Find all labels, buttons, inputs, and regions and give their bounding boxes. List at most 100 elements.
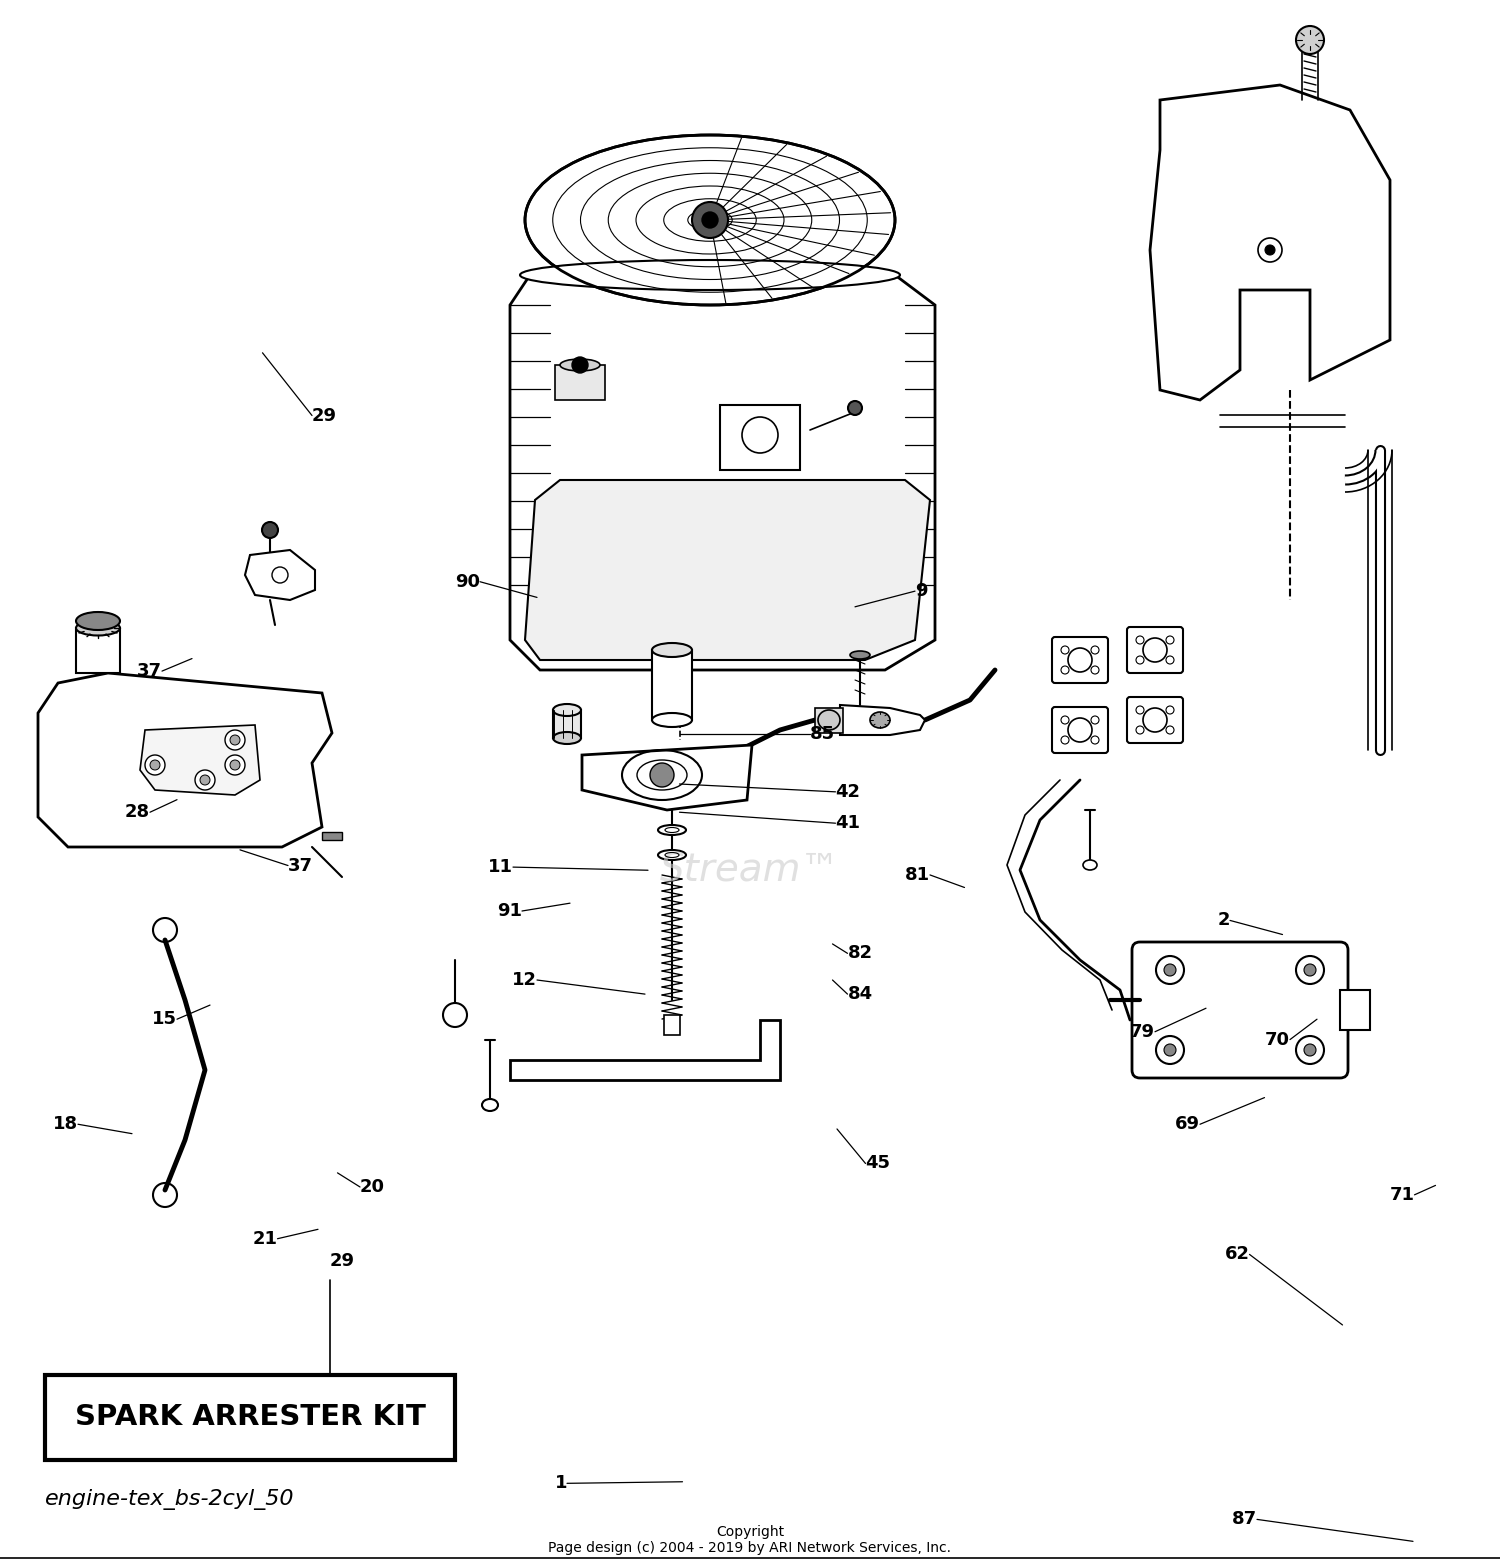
Circle shape — [1296, 27, 1324, 53]
Text: 62: 62 — [1224, 1245, 1250, 1264]
Circle shape — [1136, 637, 1144, 644]
Polygon shape — [582, 745, 752, 811]
Ellipse shape — [520, 260, 900, 290]
Polygon shape — [525, 480, 930, 660]
Ellipse shape — [482, 1099, 498, 1112]
Circle shape — [1090, 646, 1100, 654]
Text: 18: 18 — [53, 1115, 78, 1134]
Text: 37: 37 — [136, 662, 162, 681]
Circle shape — [847, 401, 862, 416]
Ellipse shape — [554, 732, 580, 743]
Ellipse shape — [554, 704, 580, 717]
Circle shape — [1060, 646, 1070, 654]
Circle shape — [1136, 726, 1144, 734]
Polygon shape — [510, 274, 934, 670]
Circle shape — [1164, 964, 1176, 975]
Circle shape — [1136, 655, 1144, 663]
Circle shape — [1060, 735, 1070, 743]
Circle shape — [1304, 964, 1316, 975]
Bar — [664, 1014, 680, 1035]
Circle shape — [1304, 1044, 1316, 1055]
Bar — [554, 710, 580, 739]
Circle shape — [230, 735, 240, 745]
Ellipse shape — [818, 710, 840, 731]
Text: 85: 85 — [810, 724, 836, 743]
Text: 69: 69 — [1174, 1115, 1200, 1134]
Circle shape — [1156, 956, 1184, 985]
Polygon shape — [510, 1021, 780, 1080]
Text: 29: 29 — [312, 406, 338, 425]
Text: 28: 28 — [124, 803, 150, 822]
Circle shape — [1166, 726, 1174, 734]
Bar — [720, 405, 800, 470]
Circle shape — [1166, 706, 1174, 713]
Text: 90: 90 — [454, 572, 480, 591]
Polygon shape — [1150, 85, 1390, 400]
Ellipse shape — [76, 612, 120, 630]
FancyBboxPatch shape — [1132, 942, 1348, 1079]
Text: 82: 82 — [847, 944, 873, 963]
Polygon shape — [244, 550, 315, 601]
Bar — [322, 833, 342, 840]
Text: 37: 37 — [288, 856, 314, 875]
Text: 15: 15 — [152, 1010, 177, 1029]
Text: 84: 84 — [847, 985, 873, 1004]
Circle shape — [1060, 666, 1070, 674]
Circle shape — [1090, 717, 1100, 724]
Circle shape — [150, 760, 160, 770]
Circle shape — [230, 760, 240, 770]
Bar — [45, 1375, 455, 1460]
Ellipse shape — [658, 850, 686, 859]
Text: SPARK ARRESTER KIT: SPARK ARRESTER KIT — [75, 1403, 426, 1432]
Circle shape — [1166, 637, 1174, 644]
Circle shape — [200, 775, 210, 786]
Circle shape — [1136, 706, 1144, 713]
Circle shape — [1164, 1044, 1176, 1055]
Circle shape — [262, 522, 278, 538]
Text: 41: 41 — [836, 814, 861, 833]
Circle shape — [692, 202, 728, 238]
Bar — [652, 651, 692, 720]
Text: 91: 91 — [496, 902, 522, 920]
Circle shape — [650, 764, 674, 787]
Text: 11: 11 — [488, 858, 513, 877]
Text: 70: 70 — [1264, 1030, 1290, 1049]
Ellipse shape — [658, 825, 686, 836]
Text: 2: 2 — [1218, 911, 1230, 930]
Circle shape — [1143, 709, 1167, 732]
Text: Stream™: Stream™ — [660, 851, 840, 889]
Polygon shape — [38, 673, 332, 847]
Circle shape — [195, 770, 214, 790]
Ellipse shape — [870, 712, 889, 728]
Polygon shape — [840, 706, 926, 735]
Ellipse shape — [560, 359, 600, 372]
FancyBboxPatch shape — [1052, 707, 1108, 753]
Text: engine-tex_bs-2cyl_50: engine-tex_bs-2cyl_50 — [45, 1490, 294, 1510]
Text: 81: 81 — [904, 866, 930, 884]
Bar — [555, 365, 604, 400]
Bar — [815, 709, 843, 732]
Text: 1: 1 — [555, 1474, 567, 1493]
Text: 9: 9 — [915, 582, 927, 601]
Bar — [76, 629, 120, 673]
Circle shape — [702, 212, 718, 227]
FancyBboxPatch shape — [1126, 698, 1184, 743]
Text: 42: 42 — [836, 782, 861, 801]
Circle shape — [1090, 666, 1100, 674]
Text: 21: 21 — [252, 1229, 278, 1248]
Circle shape — [572, 358, 588, 373]
Text: 12: 12 — [512, 971, 537, 989]
Text: 45: 45 — [865, 1154, 891, 1173]
Circle shape — [225, 756, 245, 775]
Circle shape — [1166, 655, 1174, 663]
Text: 87: 87 — [1232, 1510, 1257, 1529]
Text: 71: 71 — [1389, 1185, 1414, 1204]
Text: Copyright
Page design (c) 2004 - 2019 by ARI Network Services, Inc.: Copyright Page design (c) 2004 - 2019 by… — [549, 1526, 951, 1555]
Circle shape — [1060, 717, 1070, 724]
Ellipse shape — [652, 643, 692, 657]
Text: 29: 29 — [330, 1251, 356, 1270]
Circle shape — [1068, 648, 1092, 673]
Text: 20: 20 — [360, 1178, 386, 1196]
Text: 79: 79 — [1130, 1022, 1155, 1041]
FancyBboxPatch shape — [1126, 627, 1184, 673]
